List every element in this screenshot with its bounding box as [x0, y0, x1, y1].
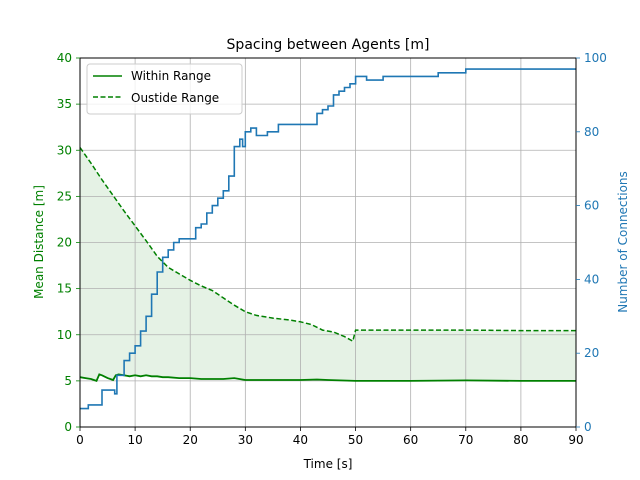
- x-tick-label: 90: [568, 433, 583, 447]
- fill-area-layer: [80, 147, 576, 381]
- y-left-tick-label: 40: [57, 51, 72, 65]
- y-left-tick-label: 5: [64, 374, 72, 388]
- y-ticks-right: 0 20 40 60 80 100: [576, 51, 607, 434]
- x-tick-label: 50: [348, 433, 363, 447]
- legend-label-outside: Oustide Range: [131, 91, 219, 105]
- y-right-tick-label: 60: [584, 199, 599, 213]
- x-tick-label: 80: [513, 433, 528, 447]
- y-left-tick-label: 10: [57, 328, 72, 342]
- y-left-tick-label: 30: [57, 143, 72, 157]
- fill-between-area: [80, 147, 576, 381]
- x-ticks: 0 10 20 30 40 50 60 70 80 90: [76, 427, 584, 447]
- y-left-tick-label: 25: [57, 189, 72, 203]
- x-tick-label: 10: [127, 433, 142, 447]
- y-right-tick-label: 100: [584, 51, 607, 65]
- x-tick-label: 30: [238, 433, 253, 447]
- series-layer: [79, 68, 576, 410]
- y-right-tick-label: 20: [584, 346, 599, 360]
- y-left-tick-label: 15: [57, 282, 72, 296]
- legend-box: [86, 63, 243, 115]
- y-axis-left-label: Mean Distance [m]: [32, 185, 46, 299]
- x-axis-label: Time [s]: [303, 457, 353, 471]
- x-tick-label: 60: [403, 433, 418, 447]
- y-axis-right-label: Number of Connections: [616, 171, 630, 313]
- legend: Within Range Oustide Range: [86, 63, 243, 115]
- series-within-range: [79, 373, 576, 383]
- chart-title: Spacing between Agents [m]: [227, 37, 430, 53]
- x-tick-label: 40: [293, 433, 308, 447]
- x-tick-label: 20: [183, 433, 198, 447]
- x-tick-label: 70: [458, 433, 473, 447]
- y-right-tick-label: 80: [584, 125, 599, 139]
- legend-label-within: Within Range: [131, 69, 211, 83]
- series-outside-range: [79, 147, 576, 343]
- y-right-tick-label: 40: [584, 272, 599, 286]
- y-left-tick-label: 20: [57, 236, 72, 250]
- y-left-tick-label: 0: [64, 420, 72, 434]
- x-tick-label: 0: [76, 433, 84, 447]
- y-left-tick-label: 35: [57, 97, 72, 111]
- y-ticks-left: 0 5 10 15 20 25 30 35 40: [57, 51, 80, 434]
- series-number-of-connections: [80, 68, 576, 410]
- y-right-tick-label: 0: [584, 420, 592, 434]
